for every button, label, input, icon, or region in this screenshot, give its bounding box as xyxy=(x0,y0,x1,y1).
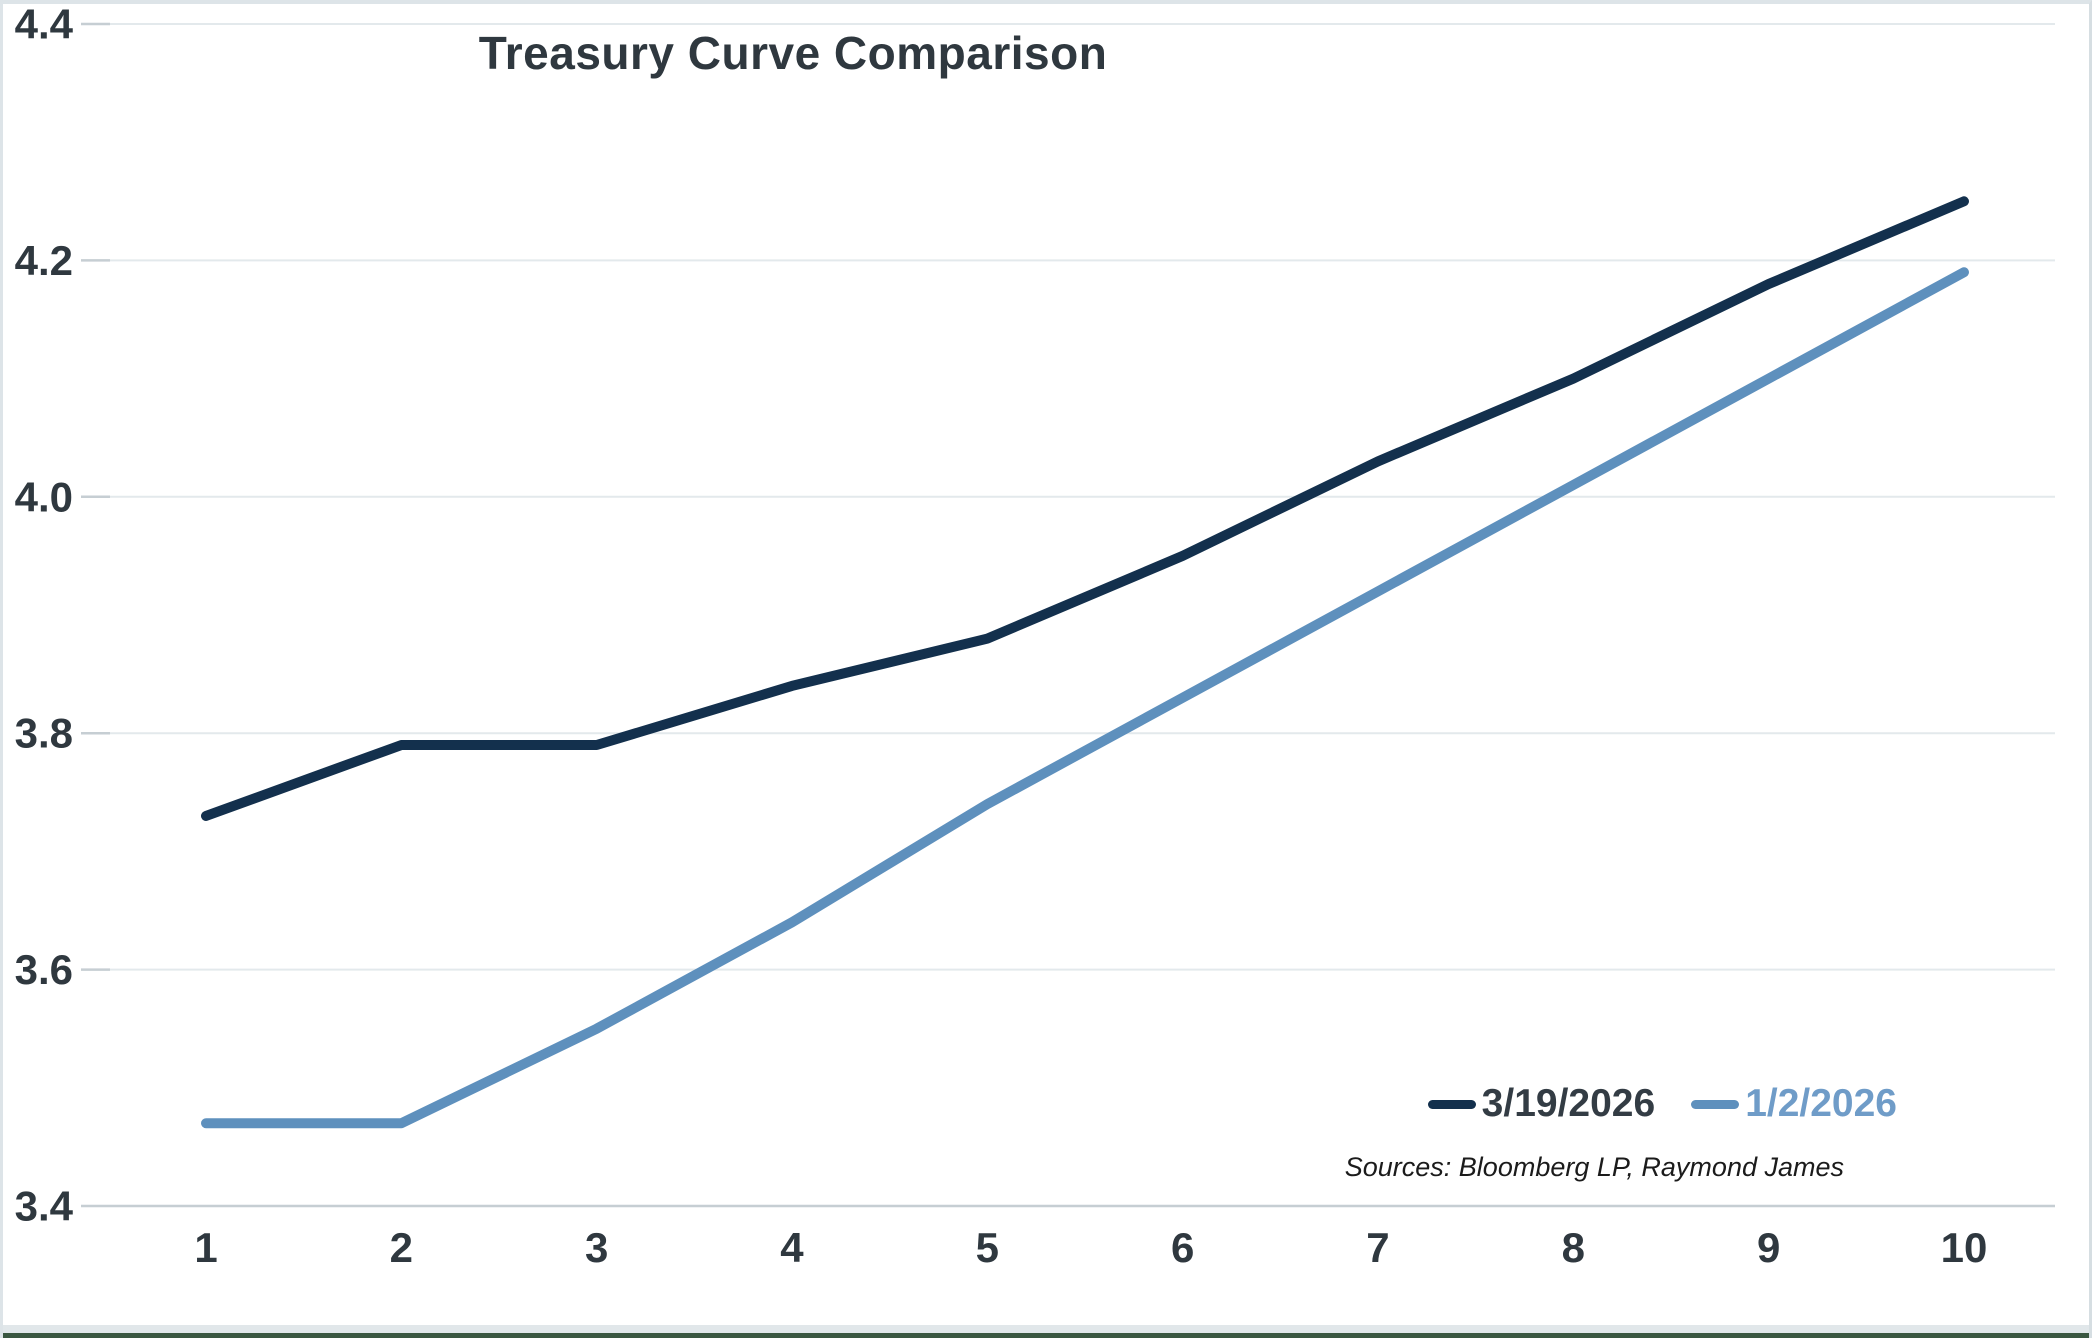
y-axis-tick-label: 4.4 xyxy=(15,4,74,48)
series-1-line-swatch xyxy=(1427,1099,1476,1109)
legend-item-series-2: 1/2/2026 xyxy=(1691,1082,1897,1126)
x-axis-tick-label: 1 xyxy=(194,1224,217,1271)
series-2-line-swatch xyxy=(1691,1099,1740,1109)
x-axis-tick-label: 10 xyxy=(1941,1224,1988,1271)
x-axis-tick-label: 9 xyxy=(1757,1224,1780,1271)
series-2-label: 1/2/2026 xyxy=(1745,1082,1897,1125)
chart-canvas: 3.4 3.6 3.8 4.0 4.2 4.4 1 2 3 4 5 6 7 8 9 10 xyxy=(15,4,2055,1271)
x-axis-tick-label: 4 xyxy=(780,1224,804,1271)
y-axis-tick-label: 3.6 xyxy=(15,946,73,993)
x-axis-tick-label: 3 xyxy=(585,1224,608,1271)
series-1-label: 3/19/2026 xyxy=(1481,1082,1656,1125)
bottom-border-accent xyxy=(3,1325,2089,1338)
legend-item-series-1: 3/19/2026 xyxy=(1427,1082,1656,1126)
y-axis-tick-label: 4.0 xyxy=(15,473,73,520)
y-axis-tick-label: 3.4 xyxy=(15,1183,74,1230)
x-axis-tick-label: 6 xyxy=(1171,1224,1194,1271)
chart-legend: 3/19/2026 1/2/2026 xyxy=(1427,1082,1897,1126)
x-axis-tick-label: 7 xyxy=(1366,1224,1389,1271)
y-axis-tick-label: 3.8 xyxy=(15,710,73,757)
x-axis-tick-label: 5 xyxy=(976,1224,999,1271)
series-line-2 xyxy=(201,267,1969,1129)
chart-title: Treasury Curve Comparison xyxy=(478,27,1108,79)
x-axis-tick-label: 8 xyxy=(1562,1224,1585,1271)
sources-note: Sources: Bloomberg LP, Raymond James xyxy=(1344,1152,1844,1182)
x-axis-tick-label: 2 xyxy=(390,1224,413,1271)
series-line-1 xyxy=(201,196,1969,821)
y-axis-tick-label: 4.2 xyxy=(15,237,73,284)
